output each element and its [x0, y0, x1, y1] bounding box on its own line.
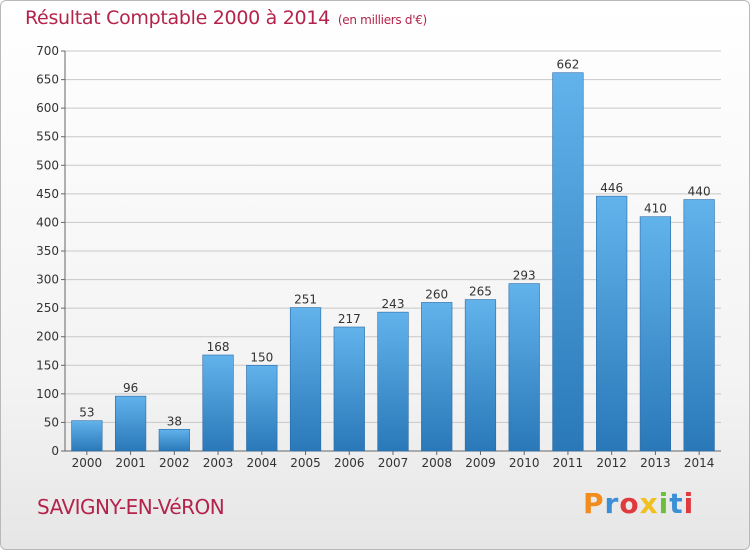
x-tick-label: 2011: [553, 456, 584, 470]
data-label: 410: [644, 202, 667, 216]
bar: [114, 395, 147, 452]
x-tick-label: 2002: [159, 456, 190, 470]
commune-name: SAVIGNY-EN-VéRON: [37, 495, 225, 519]
bar: [421, 302, 453, 452]
data-label: 168: [207, 340, 230, 354]
logo-letter: r: [604, 487, 620, 520]
x-tick-label: 2006: [334, 456, 365, 470]
y-tick-label: 100: [36, 387, 59, 401]
y-tick-label: 150: [36, 358, 59, 372]
data-label: 217: [338, 312, 361, 326]
bar: [333, 326, 365, 452]
bar: [596, 195, 628, 452]
x-tick-label: 2001: [115, 456, 146, 470]
data-label: 446: [600, 181, 623, 195]
x-tick-label: 2004: [247, 456, 278, 470]
data-label: 260: [425, 287, 448, 301]
chart-title: Résultat Comptable 2000 à 2014 (en millie…: [25, 7, 427, 29]
y-tick-label: 0: [51, 444, 59, 458]
data-label: 265: [469, 285, 492, 299]
y-tick-label: 300: [36, 273, 59, 287]
data-label: 150: [250, 350, 273, 364]
data-label: 53: [79, 406, 94, 420]
y-tick-label: 600: [36, 101, 59, 115]
bar: [464, 299, 497, 452]
y-tick-label: 450: [36, 187, 59, 201]
data-label: 96: [123, 381, 138, 395]
y-tick-label: 250: [36, 301, 59, 315]
logo-letter: i: [683, 487, 695, 520]
proxiti-logo: Proxiti: [583, 487, 694, 520]
data-label: 38: [167, 414, 182, 428]
y-tick-label: 200: [36, 330, 59, 344]
logo-letter: P: [583, 487, 605, 520]
x-tick-label: 2003: [203, 456, 234, 470]
data-label: 662: [556, 58, 579, 72]
bar: [552, 72, 584, 452]
bar: [683, 199, 715, 452]
y-axis-ticks: 0 50 100 150 200 250 300 350 400 450 500 550 600 650 7…: [36, 44, 65, 458]
y-tick-label: 700: [36, 44, 59, 58]
bar: [508, 283, 540, 452]
chart-title-text: Résultat Comptable 2000 à 2014: [25, 7, 330, 29]
y-tick-label: 400: [36, 215, 59, 229]
bar: [377, 311, 409, 452]
bar: [246, 364, 278, 452]
bar: [202, 354, 234, 452]
bar: [639, 216, 672, 452]
data-label: 440: [688, 185, 711, 199]
x-axis-ticks: 2000 2001 2002 2003 2004 2005 2006 2007 2008 2009…: [72, 451, 715, 470]
data-label: 293: [513, 269, 536, 283]
x-tick-label: 2007: [378, 456, 409, 470]
data-label: 243: [382, 297, 405, 311]
x-tick-label: 2014: [684, 456, 715, 470]
y-tick-label: 650: [36, 73, 59, 87]
chart-subtitle: (en milliers d'€): [337, 13, 427, 27]
x-tick-label: 2005: [290, 456, 321, 470]
y-tick-label: 350: [36, 244, 59, 258]
bar: [289, 307, 322, 452]
x-tick-label: 2012: [596, 456, 627, 470]
bar: [158, 428, 190, 452]
x-tick-label: 2009: [465, 456, 496, 470]
x-tick-label: 2000: [72, 456, 103, 470]
x-tick-label: 2008: [421, 456, 452, 470]
y-tick-label: 500: [36, 158, 59, 172]
data-labels: 53 96 38 168 150 251 217 243 260 265 293 662 446 410 4…: [79, 58, 710, 429]
x-tick-label: 2010: [509, 456, 540, 470]
logo-letter: x: [639, 487, 659, 520]
logo-letter: i: [658, 487, 670, 520]
y-tick-label: 50: [44, 415, 59, 429]
bars: [71, 72, 715, 452]
y-tick-label: 550: [36, 130, 59, 144]
logo-letter: o: [619, 487, 640, 520]
logo-letter: t: [669, 487, 684, 520]
data-label: 251: [294, 293, 317, 307]
bar: [71, 420, 103, 452]
x-tick-label: 2013: [640, 456, 671, 470]
